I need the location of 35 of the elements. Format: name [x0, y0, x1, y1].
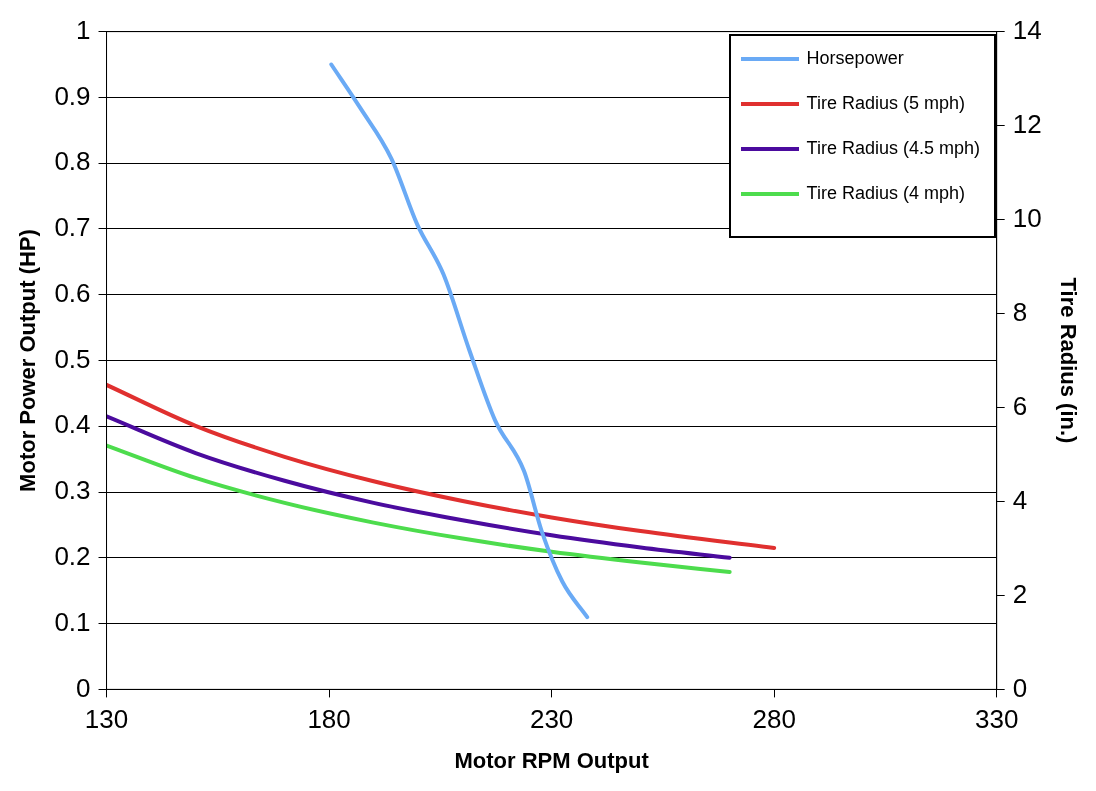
y2-tick-label: 4: [1012, 484, 1028, 515]
x-axis-title: Motor RPM Output: [454, 747, 650, 773]
y-tick-label: 0.1: [54, 606, 91, 637]
y-tick-label: 0.7: [54, 212, 91, 243]
y2-tick-label: 12: [1012, 108, 1042, 139]
y2-tick-label: 0: [1012, 672, 1028, 703]
y-tick-label: 0.2: [54, 541, 91, 572]
line-series: [106, 443, 732, 574]
y-tick-label: 0.5: [54, 343, 91, 374]
y-tick-label: 0.9: [54, 80, 91, 111]
y2-tick-label: 10: [1012, 202, 1042, 233]
y2-tick-label: 8: [1012, 296, 1028, 327]
x-tick-label: 280: [752, 704, 796, 735]
x-tick-label: 130: [84, 704, 129, 735]
legend-label: Horsepower: [806, 48, 904, 69]
y-tick-label: 1: [76, 14, 91, 45]
y-tick-label: 0.6: [54, 277, 91, 308]
y2-tick-label: 14: [1012, 14, 1042, 45]
line-series: [106, 414, 732, 560]
y-tick-label: 0.8: [54, 146, 91, 177]
legend-label: Tire Radius (4 mph): [806, 183, 965, 204]
x-tick-label: 230: [529, 704, 574, 735]
y2-axis-title: Tire Radius (in.): [1055, 277, 1081, 444]
legend-label: Tire Radius (5 mph): [806, 93, 965, 114]
y2-tick-label: 2: [1012, 578, 1028, 609]
line-series: [106, 382, 777, 550]
y-axis-title: Motor Power Output (HP): [15, 229, 41, 492]
y-tick-label: 0.3: [54, 475, 91, 506]
y2-tick-label: 6: [1012, 390, 1028, 421]
x-tick-label: 180: [307, 704, 351, 735]
y-tick-label: 0.4: [54, 409, 91, 440]
line-series: [329, 62, 590, 620]
y-tick-label: 0: [76, 672, 91, 703]
legend-label: Tire Radius (4.5 mph): [806, 138, 980, 159]
x-tick-label: 330: [974, 704, 1019, 735]
